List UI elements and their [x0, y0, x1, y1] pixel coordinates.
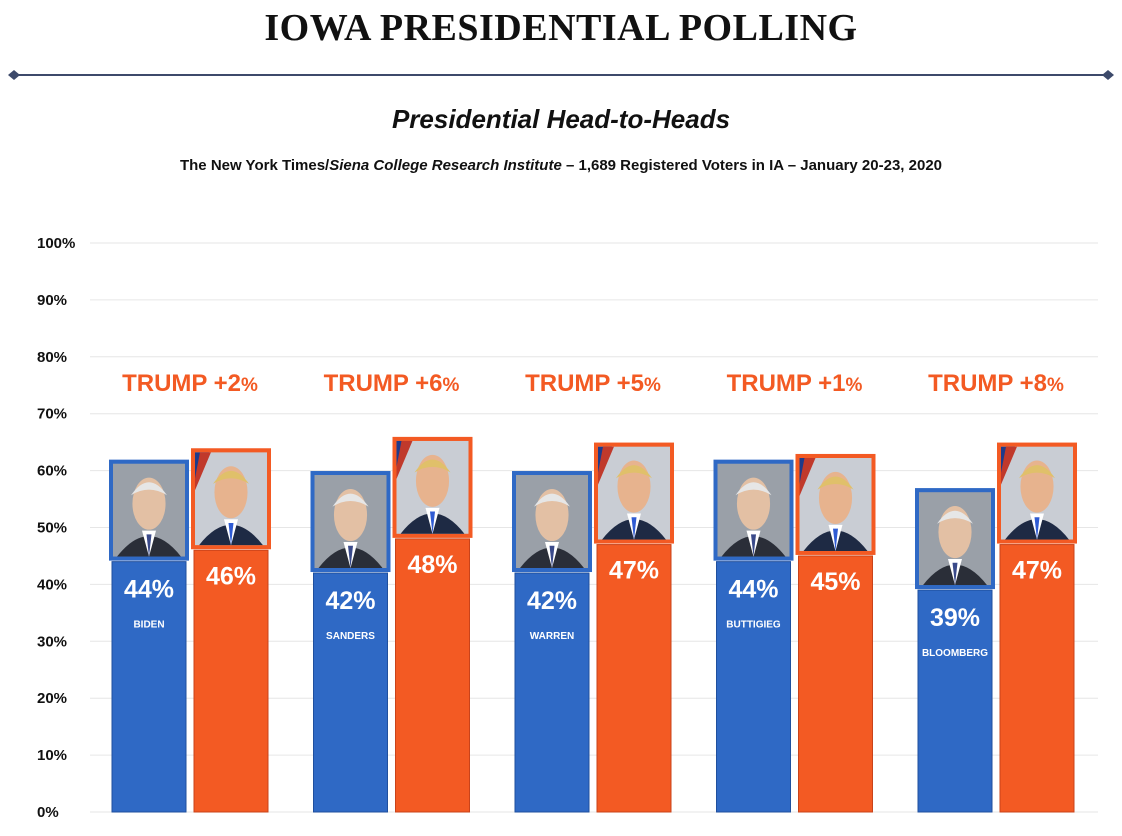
- trump-photo: [191, 448, 271, 550]
- page-title: IOWA PRESIDENTIAL POLLING: [264, 7, 858, 49]
- value-label-democrat: 44%: [728, 576, 778, 604]
- candidate-photo: [512, 471, 592, 573]
- y-tick-label: 60%: [37, 463, 67, 480]
- margin-annotation: TRUMP +5%: [525, 370, 661, 397]
- bar-trump: [596, 544, 672, 813]
- trump-photo: [997, 442, 1077, 544]
- bar-democrat: [514, 572, 590, 813]
- bar-democrat: [716, 561, 791, 813]
- margin-annotation: TRUMP +2%: [122, 370, 258, 397]
- y-tick-label: 100%: [37, 235, 75, 252]
- y-tick-label: 70%: [37, 406, 67, 423]
- bar-democrat: [313, 572, 388, 813]
- margin-annotation: TRUMP +8%: [928, 370, 1064, 397]
- candidate-name: BIDEN: [133, 620, 164, 631]
- value-label-democrat: 42%: [325, 587, 375, 615]
- trump-photo: [594, 442, 674, 544]
- value-label-democrat: 42%: [527, 587, 577, 615]
- value-label-democrat: 39%: [930, 604, 980, 632]
- trump-photo: [795, 453, 876, 555]
- value-label-trump: 48%: [407, 551, 457, 579]
- chart-subtitle: Presidential Head-to-Heads: [391, 104, 731, 134]
- candidate-photo: [713, 459, 794, 561]
- candidate-name: SANDERS: [326, 631, 375, 642]
- y-tick-label: 0%: [37, 804, 59, 821]
- bar-trump: [193, 549, 269, 813]
- margin-annotation: TRUMP +1%: [727, 370, 863, 397]
- candidate-name: BUTTIGIEG: [726, 620, 781, 631]
- margin-annotation: TRUMP +6%: [324, 370, 460, 397]
- title-divider: [8, 70, 1114, 80]
- candidate-name: WARREN: [530, 631, 574, 642]
- value-label-trump: 47%: [609, 557, 659, 585]
- y-tick-label: 30%: [37, 633, 67, 650]
- candidate-name: BLOOMBERG: [922, 648, 988, 659]
- y-tick-label: 20%: [37, 690, 67, 707]
- trump-photo: [392, 436, 473, 538]
- source-suffix: – 1,689 Registered Voters in IA – Januar…: [561, 157, 942, 174]
- value-label-trump: 45%: [810, 568, 860, 596]
- value-label-democrat: 44%: [124, 576, 174, 604]
- y-tick-label: 80%: [37, 349, 67, 366]
- y-tick-label: 10%: [37, 747, 67, 764]
- bar-trump: [395, 538, 470, 813]
- candidate-photo: [109, 459, 189, 561]
- value-label-trump: 47%: [1012, 557, 1062, 585]
- source-institute: Siena College Research Institute: [329, 157, 562, 174]
- bar-trump: [999, 544, 1075, 813]
- y-tick-label: 40%: [37, 576, 67, 593]
- bar-democrat: [917, 589, 993, 813]
- y-tick-label: 50%: [37, 520, 67, 537]
- value-label-trump: 46%: [206, 562, 256, 590]
- bar-democrat: [111, 561, 187, 813]
- source-prefix: The New York Times/: [179, 157, 330, 174]
- y-tick-label: 90%: [37, 292, 67, 309]
- source-line: The New York Times/Siena College Researc…: [0, 157, 1122, 174]
- bar-trump: [798, 555, 873, 813]
- candidate-photo: [915, 488, 995, 590]
- candidate-photo: [310, 471, 391, 573]
